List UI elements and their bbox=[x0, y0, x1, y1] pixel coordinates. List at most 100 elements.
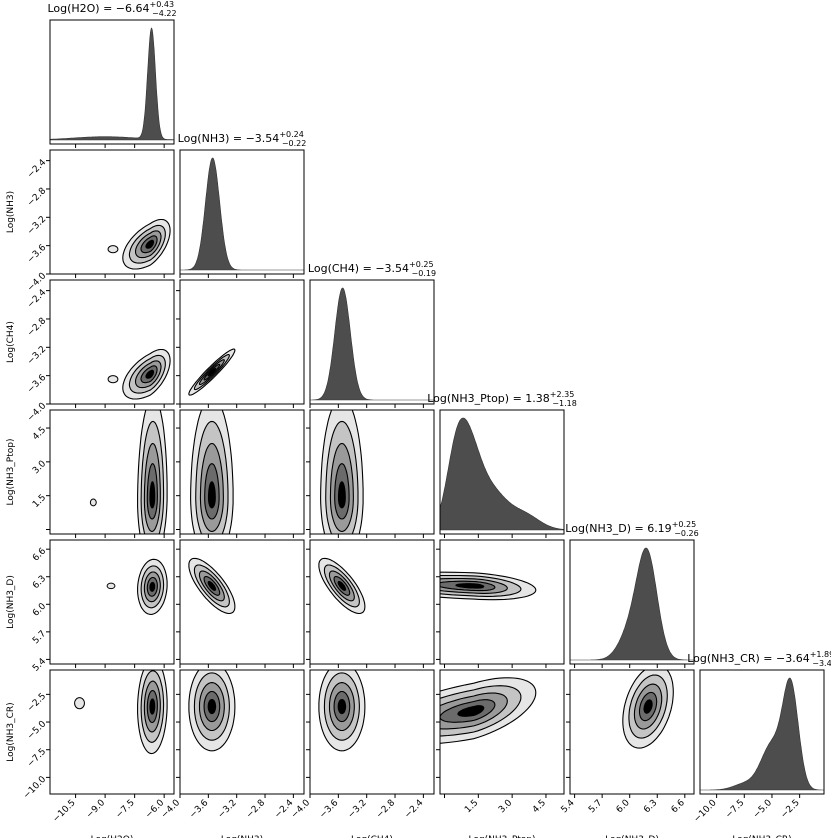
marginal-area-0 bbox=[49, 27, 175, 141]
contour-blob bbox=[74, 697, 85, 710]
x-tick-label: −3.6 bbox=[318, 798, 341, 821]
axes-0-4 bbox=[46, 539, 175, 668]
axes-frame bbox=[569, 539, 695, 665]
y-tick-label: −2.8 bbox=[26, 316, 49, 339]
y-tick-label: −2.5 bbox=[26, 692, 49, 715]
y-tick-label: −10.0 bbox=[22, 774, 49, 801]
title-main: Log(H2O) = −6.64 bbox=[47, 2, 149, 15]
contour-panel-1-2 bbox=[188, 348, 236, 396]
y-tick-label: −7.5 bbox=[26, 747, 49, 770]
marginal-area-5 bbox=[700, 677, 824, 791]
axes-frame bbox=[699, 669, 825, 795]
title-sub: −1.18 bbox=[552, 399, 577, 408]
x-tick-label: −2.4 bbox=[403, 798, 426, 821]
axes-0-5 bbox=[46, 669, 175, 798]
axes-3-3 bbox=[439, 409, 565, 538]
marginal-area-4 bbox=[570, 547, 694, 661]
title-sub: −4.22 bbox=[152, 9, 177, 18]
contour-level-4 bbox=[207, 367, 217, 377]
title-sup: +0.25 bbox=[672, 520, 697, 529]
axes-5-5 bbox=[699, 669, 825, 798]
marginal-3 bbox=[439, 417, 565, 531]
contours bbox=[440, 677, 537, 744]
x-tick-label: −9.0 bbox=[85, 798, 108, 821]
x-tick-label: −3.6 bbox=[188, 798, 211, 821]
x-tick-label: 6.3 bbox=[642, 798, 659, 815]
contour-level-4 bbox=[149, 581, 156, 592]
x-axis-label-4: Log(NH3_D) bbox=[605, 835, 659, 838]
x-tick-label: 4.5 bbox=[531, 798, 548, 815]
contour-panel-1-3 bbox=[190, 410, 234, 534]
x-tick-label: −2.8 bbox=[375, 798, 398, 821]
axes-2-5 bbox=[306, 669, 435, 798]
contours bbox=[74, 670, 168, 755]
marginal-1 bbox=[180, 157, 304, 271]
title-main: Log(CH4) = −3.54 bbox=[308, 262, 409, 275]
contour-level-4 bbox=[457, 705, 485, 717]
y-tick-label: −2.8 bbox=[26, 186, 49, 209]
contour-panel-2-3 bbox=[320, 410, 364, 534]
title-sup: +1.89 bbox=[810, 650, 831, 659]
contours bbox=[320, 410, 364, 534]
marginal-title-0: Log(H2O) = −6.64+0.43 −4.22 bbox=[47, 0, 176, 18]
axes-0-2 bbox=[46, 279, 175, 408]
axes-frame bbox=[439, 539, 565, 665]
axes-frame bbox=[439, 669, 565, 795]
contour-panel-0-5 bbox=[74, 670, 168, 755]
title-sup: +2.35 bbox=[550, 390, 575, 399]
axes-frame bbox=[49, 149, 175, 275]
y-axis-label-3: Log(NH3_Ptop) bbox=[6, 439, 16, 506]
y-axis-label-5: Log(NH3_CR) bbox=[6, 702, 16, 761]
x-tick-label: −4.0 bbox=[290, 798, 313, 821]
x-tick-label: −3.2 bbox=[216, 798, 239, 821]
axes-frame bbox=[179, 279, 305, 405]
axes-frame bbox=[49, 669, 175, 795]
contour-level-4 bbox=[149, 698, 156, 715]
y-tick-label: −2.4 bbox=[26, 158, 49, 181]
y-tick-label: −3.6 bbox=[26, 243, 49, 266]
axes-frame bbox=[309, 539, 435, 665]
y-tick-label: 3.0 bbox=[31, 459, 48, 476]
contour-level-4 bbox=[145, 369, 155, 379]
title-main: Log(NH3) = −3.54 bbox=[178, 132, 280, 145]
x-axis-label-2: Log(CH4) bbox=[351, 835, 393, 838]
marginal-title-2: Log(CH4) = −3.54+0.25 −0.19 bbox=[308, 260, 436, 278]
contour-level-4 bbox=[145, 239, 155, 249]
contour-blob bbox=[107, 375, 119, 384]
y-tick-label: −3.2 bbox=[26, 344, 49, 367]
marginal-area-3 bbox=[439, 417, 565, 531]
x-tick-label: −4.0 bbox=[160, 798, 183, 821]
x-tick-label: −10.0 bbox=[692, 798, 719, 825]
axes-frame bbox=[179, 539, 305, 665]
x-tick-label: 5.4 bbox=[560, 798, 577, 815]
axes-frame bbox=[179, 409, 305, 535]
contour-panel-3-4 bbox=[440, 571, 537, 601]
title-sup: +0.24 bbox=[279, 130, 304, 139]
axes-4-5 bbox=[566, 669, 695, 798]
y-tick-label: 6.0 bbox=[31, 601, 48, 618]
contour-level-4 bbox=[643, 699, 653, 714]
contour-level-4 bbox=[337, 481, 346, 509]
contour-panel-2-4 bbox=[318, 557, 366, 615]
y-axis-label-2: Log(CH4) bbox=[6, 321, 16, 363]
x-tick-label: 5.7 bbox=[587, 798, 604, 815]
x-tick-label: −5.0 bbox=[752, 798, 775, 821]
contour-panel-4-5 bbox=[622, 670, 674, 749]
axes-1-2 bbox=[176, 279, 305, 408]
contours bbox=[188, 670, 236, 752]
contours bbox=[318, 670, 366, 752]
contour-panel-0-3 bbox=[89, 410, 168, 534]
contour-panel-2-5 bbox=[318, 670, 366, 752]
title-sub: −0.19 bbox=[412, 269, 437, 278]
contour-blob bbox=[89, 498, 97, 507]
axes-frame bbox=[309, 669, 435, 795]
contour-panel-3-5 bbox=[440, 677, 537, 744]
axes-3-5 bbox=[436, 669, 565, 798]
y-tick-label: 5.4 bbox=[31, 656, 48, 673]
axes-frame bbox=[49, 279, 175, 405]
contours bbox=[318, 557, 366, 615]
axes-4-4 bbox=[569, 539, 695, 668]
marginal-area-1 bbox=[180, 157, 304, 271]
y-tick-label: −5.0 bbox=[26, 719, 49, 742]
